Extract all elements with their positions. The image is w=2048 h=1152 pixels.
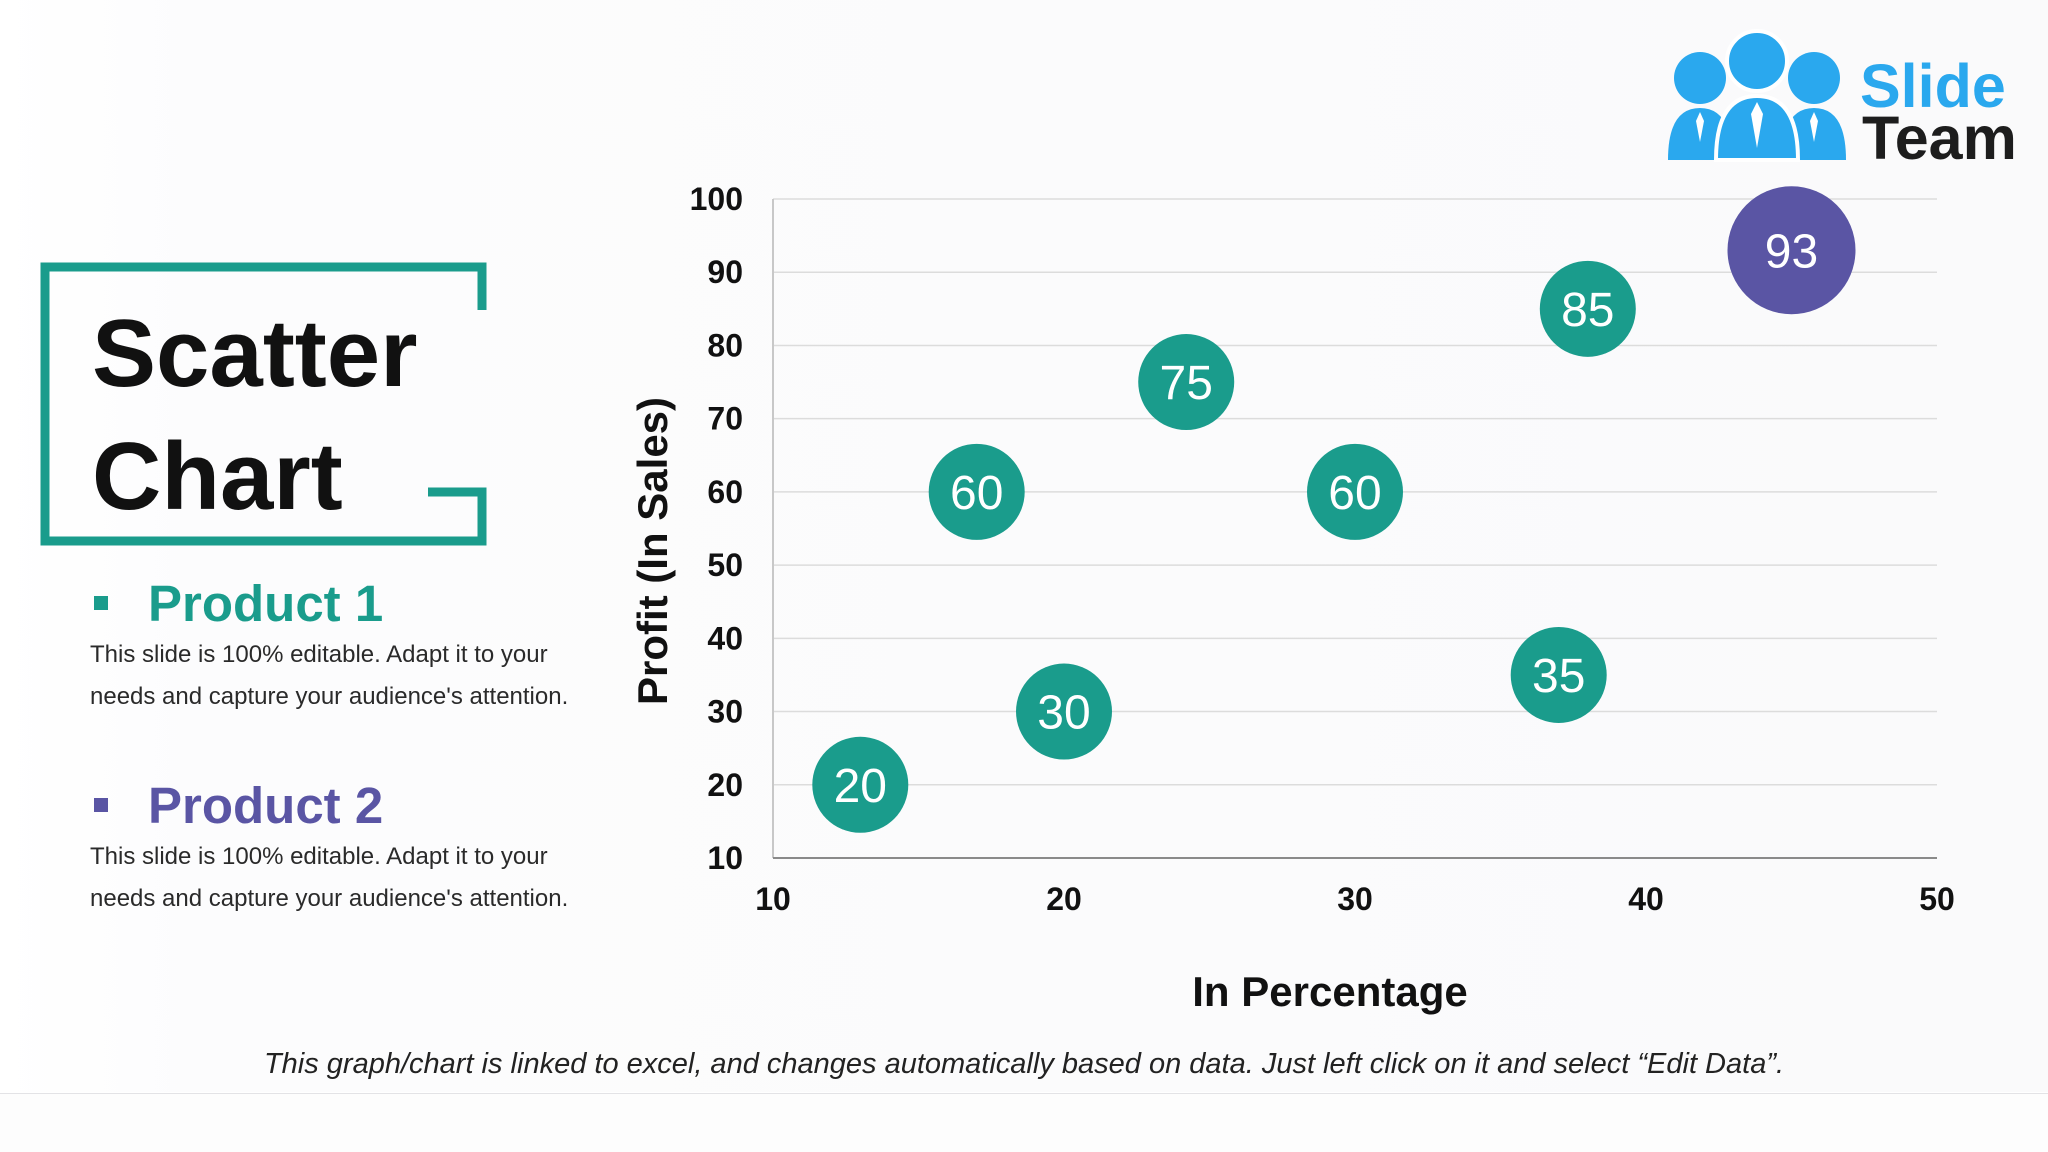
y-axis-title: Profit (In Sales) xyxy=(629,397,676,705)
data-label: 93 xyxy=(1765,225,1818,278)
slideteam-logo: Slide Team xyxy=(1664,26,2024,176)
bubble-marker[interactable] xyxy=(1539,260,1636,357)
people-icon xyxy=(1668,29,1846,162)
y-tick-label: 40 xyxy=(707,620,743,656)
page-title: Scatter Chart xyxy=(92,292,418,538)
bubble-marker[interactable] xyxy=(1016,663,1112,760)
data-label: 85 xyxy=(1561,284,1614,337)
data-label: 60 xyxy=(1328,467,1381,520)
bubble-marker[interactable] xyxy=(1307,443,1403,540)
title-line-2: Chart xyxy=(92,423,343,530)
x-tick-label: 10 xyxy=(755,881,791,917)
footer-note: This graph/chart is linked to excel, and… xyxy=(263,1048,1785,1080)
product-2-desc-line-1: This slide is 100% editable. Adapt it to… xyxy=(90,843,548,870)
product-1-desc-line-1: This slide is 100% editable. Adapt it to… xyxy=(90,641,548,668)
title-frame: Scatter Chart xyxy=(40,262,490,546)
bubble-marker[interactable] xyxy=(812,736,909,833)
slide-background xyxy=(0,0,2048,1092)
data-label: 75 xyxy=(1160,357,1213,410)
data-point[interactable]: 60 xyxy=(1307,443,1403,540)
x-tick-label: 40 xyxy=(1628,881,1664,917)
scatter-chart[interactable]: 10 20 30 40 50 60 70 80 90 100 10 20 30 40 50 In Percen… xyxy=(0,0,2048,1040)
product-2-desc-line-2: needs and capture your audience's attent… xyxy=(90,885,569,912)
product-1-title: Product 1 xyxy=(148,575,384,632)
data-label: 60 xyxy=(950,467,1003,520)
y-tick-label: 100 xyxy=(690,181,743,217)
logo-word-team: Team xyxy=(1862,104,2017,172)
y-tick-label: 80 xyxy=(707,327,743,363)
product-2-description: This slide is 100% editable. Adapt it to… xyxy=(90,836,650,920)
y-tick-label: 70 xyxy=(707,401,743,437)
y-tick-label: 10 xyxy=(707,840,743,876)
product-2-title: Product 2 xyxy=(148,777,384,834)
data-point[interactable]: 75 xyxy=(1138,334,1235,431)
bubble-marker[interactable] xyxy=(928,443,1025,540)
data-point[interactable]: 60 xyxy=(928,443,1025,540)
title-bracket xyxy=(40,262,487,546)
data-point[interactable]: 93 xyxy=(1727,186,1856,315)
logo-word-slide: Slide xyxy=(1860,52,2006,120)
y-tick-label: 60 xyxy=(707,474,743,510)
x-axis-title: In Percentage xyxy=(1192,968,1467,1015)
footer-strip xyxy=(0,1094,2048,1152)
data-point[interactable]: 85 xyxy=(1539,260,1636,357)
data-point[interactable]: 35 xyxy=(1510,626,1607,723)
data-point[interactable]: 20 xyxy=(812,736,909,833)
data-label: 35 xyxy=(1532,650,1585,703)
title-line-1: Scatter xyxy=(92,300,418,407)
y-tick-label: 50 xyxy=(707,547,743,583)
bubble-marker[interactable] xyxy=(1510,626,1607,723)
product-1-description: This slide is 100% editable. Adapt it to… xyxy=(90,634,650,718)
bubble-marker[interactable] xyxy=(1138,334,1235,431)
product-2-bullet xyxy=(94,798,108,812)
x-tick-label: 30 xyxy=(1337,881,1373,917)
data-label: 30 xyxy=(1037,687,1090,740)
y-tick-label: 30 xyxy=(707,694,743,730)
data-label: 20 xyxy=(834,760,887,813)
y-tick-label: 90 xyxy=(707,254,743,290)
x-tick-label: 20 xyxy=(1046,881,1082,917)
y-tick-label: 20 xyxy=(707,767,743,803)
product-1-bullet xyxy=(94,596,108,610)
product-1-desc-line-2: needs and capture your audience's attent… xyxy=(90,683,569,710)
data-point[interactable]: 30 xyxy=(1016,663,1112,760)
bubble-marker[interactable] xyxy=(1727,186,1856,315)
footer-divider xyxy=(0,1093,2048,1094)
x-tick-label: 50 xyxy=(1919,881,1955,917)
